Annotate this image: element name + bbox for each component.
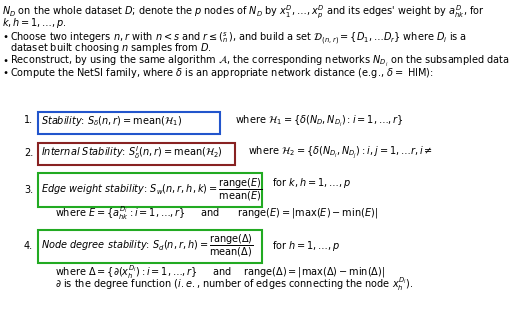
Text: $\it{Node\ degree\ stability}$: $S_d(n,r,h) = \dfrac{\mathrm{range}(\Delta)}{\ma: $\it{Node\ degree\ stability}$: $S_d(n,r… [41,233,254,259]
Text: Choose two integers $n, r$ with $n < s$ and $r \leq \binom{s}{n}$, and build a s: Choose two integers $n, r$ with $n < s$ … [10,30,467,46]
Text: $\it{Stability}$: $S_\delta(n,r) = \mathrm{mean}(\mathcal{H}_1)$: $\it{Stability}$: $S_\delta(n,r) = \math… [41,114,182,128]
Text: $\bullet$: $\bullet$ [2,30,8,40]
Text: $\it{Internal\ Stability}$: $S_\delta^I(n,r) = \mathrm{mean}(\mathcal{H}_2)$: $\it{Internal\ Stability}$: $S_\delta^I(… [41,144,223,161]
Text: $\it{Edge\ weight\ stability}$: $S_w(n,r,h,k) = \dfrac{\mathrm{range}(E)}{\mathr: $\it{Edge\ weight\ stability}$: $S_w(n,r… [41,177,263,203]
Text: 2.: 2. [24,148,33,158]
Text: where $\mathcal{H}_2 = \{\delta(N_{D_i}, N_{D_j}): i, j = 1,\ldots r, i \neq$: where $\mathcal{H}_2 = \{\delta(N_{D_i},… [248,145,433,161]
Text: $\bullet$: $\bullet$ [2,66,8,76]
Text: dataset built choosing $n$ samples from $D$.: dataset built choosing $n$ samples from … [10,41,212,55]
Text: Compute the NetSI family, where $\delta$ is an appropriate network distance (e.g: Compute the NetSI family, where $\delta$… [10,66,434,80]
Text: Reconstruct, by using the same algorithm $\mathcal{A}$, the corresponding networ: Reconstruct, by using the same algorithm… [10,54,510,69]
Text: for $h = 1,\ldots,p$: for $h = 1,\ldots,p$ [272,239,341,253]
Text: 4.: 4. [24,241,33,251]
Text: where $E = \{a_{hk}^{D_i}: i = 1,\ldots,r\}$     and      $\mathrm{range}(E) = |: where $E = \{a_{hk}^{D_i}: i = 1,\ldots,… [55,204,378,222]
Bar [38,173,262,207]
Text: $k, h = 1, \ldots, p.$: $k, h = 1, \ldots, p.$ [2,16,67,30]
Bar [38,143,235,165]
Text: where $\Delta = \{\partial(x_h^{D_i}): i = 1,\ldots,r\}$     and    $\mathrm{ran: where $\Delta = \{\partial(x_h^{D_i}): i… [55,263,385,281]
Text: for $k, h = 1,\ldots,p$: for $k, h = 1,\ldots,p$ [272,176,351,190]
Text: where $\mathcal{H}_1 = \{\delta(N_D, N_{D_i}): i = 1,\ldots,r\}$: where $\mathcal{H}_1 = \{\delta(N_D, N_{… [235,113,404,128]
Text: $\bullet$: $\bullet$ [2,54,8,64]
Bar [38,112,220,134]
Text: $\partial$ is the degree function ($\it{i.e.}$, number of edges connecting the n: $\partial$ is the degree function ($\it{… [55,275,413,293]
Text: 3.: 3. [24,185,33,195]
Bar [38,230,262,263]
Text: $N_D$ on the whole dataset $D$; denote the $p$ nodes of $N_D$ by $x_1^D,\ldots,x: $N_D$ on the whole dataset $D$; denote t… [2,4,485,22]
Text: 1.: 1. [24,115,33,125]
